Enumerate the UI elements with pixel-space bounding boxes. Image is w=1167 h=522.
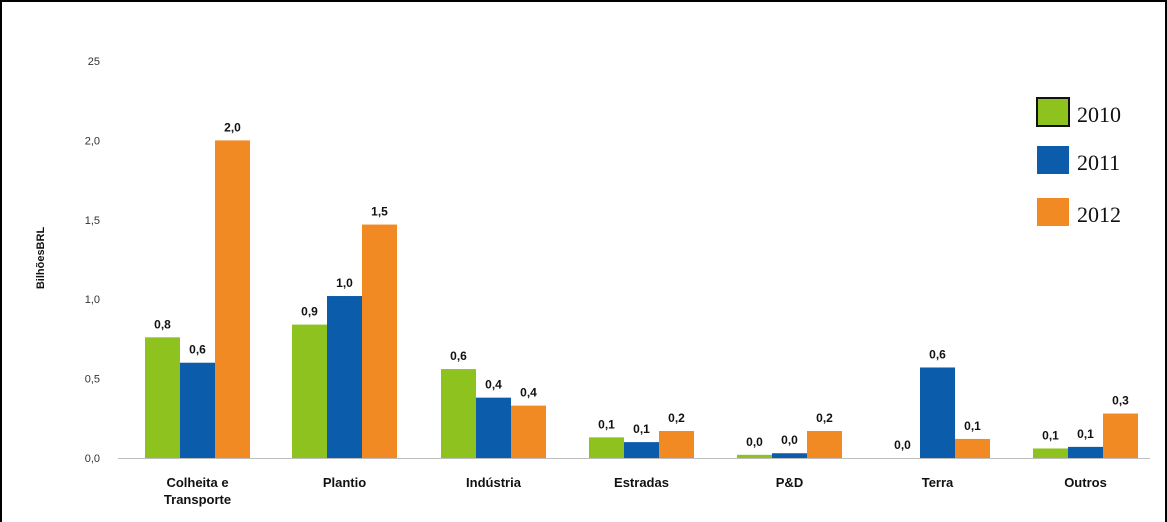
data-label: 0,9 xyxy=(301,305,318,319)
data-label: 0,1 xyxy=(964,419,981,433)
y-tick-label: 1,0 xyxy=(85,294,100,306)
bar xyxy=(476,397,511,458)
data-label: 0,3 xyxy=(1112,394,1129,408)
bar xyxy=(1103,413,1138,458)
bar xyxy=(955,438,990,458)
bar xyxy=(772,453,807,458)
bar xyxy=(737,454,772,458)
category-label: Outros xyxy=(1064,475,1107,490)
legend-label: 2010 xyxy=(1077,102,1121,127)
data-label: 1,0 xyxy=(336,276,353,290)
data-label: 0,8 xyxy=(154,317,171,331)
data-label: 0,6 xyxy=(929,347,946,361)
bar xyxy=(589,437,624,458)
bar xyxy=(441,369,476,458)
legend-swatch xyxy=(1036,97,1070,127)
category-label: Indústria xyxy=(466,475,522,490)
bar xyxy=(362,224,397,458)
bar xyxy=(1068,446,1103,458)
data-label: 0,1 xyxy=(598,417,615,431)
data-label: 0,1 xyxy=(1077,427,1094,441)
data-label: 0,1 xyxy=(1042,428,1059,442)
bar xyxy=(920,367,955,458)
y-tick-label: 0,0 xyxy=(85,453,100,465)
bar xyxy=(145,337,180,458)
y-tick-label: 2,0 xyxy=(85,135,100,147)
y-tick-label: 1,5 xyxy=(85,215,100,227)
y-tick-label: 25 xyxy=(88,56,100,68)
legend-swatch xyxy=(1037,146,1069,174)
data-label: 1,5 xyxy=(371,205,388,219)
category-label: Estradas xyxy=(614,475,669,490)
category-label: Colheita e xyxy=(166,475,228,490)
data-label: 0,6 xyxy=(189,343,206,357)
data-label: 0,0 xyxy=(746,435,763,449)
category-label: P&D xyxy=(776,475,803,490)
y-tick-label: 0,5 xyxy=(85,374,100,386)
bar xyxy=(624,442,659,458)
data-label: 0,4 xyxy=(520,386,537,400)
legend-swatch xyxy=(1037,198,1069,226)
category-label: Transporte xyxy=(164,492,231,507)
data-label: 0,2 xyxy=(816,411,833,425)
y-axis-label: BilhõesBRL xyxy=(35,227,47,290)
bar xyxy=(511,405,546,458)
bar xyxy=(180,362,215,458)
data-label: 0,0 xyxy=(894,438,911,452)
data-label: 2,0 xyxy=(224,120,241,134)
legend-label: 2012 xyxy=(1077,202,1121,227)
bar xyxy=(659,431,694,458)
data-label: 0,6 xyxy=(450,349,467,363)
bar xyxy=(1033,448,1068,458)
data-label: 0,0 xyxy=(781,433,798,447)
legend-label: 2011 xyxy=(1077,150,1120,175)
data-label: 0,1 xyxy=(633,422,650,436)
bar xyxy=(807,431,842,458)
category-label: Plantio xyxy=(323,475,366,490)
category-label: Terra xyxy=(922,475,954,490)
data-label: 0,4 xyxy=(485,378,502,392)
bar xyxy=(327,296,362,458)
bar xyxy=(215,140,250,458)
data-label: 0,2 xyxy=(668,411,685,425)
bar xyxy=(292,324,327,458)
